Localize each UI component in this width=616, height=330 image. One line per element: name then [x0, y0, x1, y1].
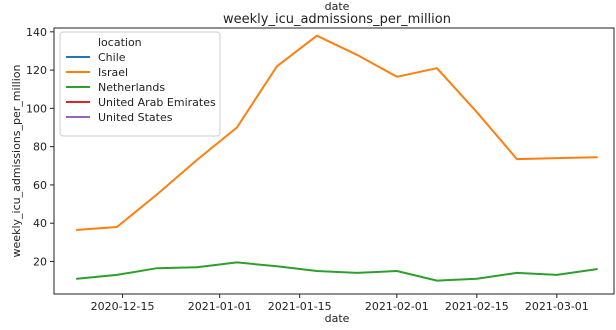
- y-tick-label: 80: [33, 141, 47, 154]
- legend-box: [59, 31, 221, 137]
- series-line-netherlands: [75, 261, 598, 282]
- legend-label: United States: [98, 111, 173, 124]
- y-tick-label: 100: [26, 102, 47, 115]
- legend-item-united-states: United States: [66, 111, 173, 124]
- legend: location Chile Israel Netherlands United Ar…: [59, 31, 221, 137]
- y-tick-label: 40: [33, 217, 47, 230]
- y-tick-label: 120: [26, 64, 47, 77]
- x-tick-label: 2020-12-15: [91, 300, 155, 313]
- legend-item-israel: Israel: [66, 66, 128, 79]
- legend-item-united-arab-emirates: United Arab Emirates: [66, 96, 216, 109]
- legend-item-netherlands: Netherlands: [66, 81, 165, 94]
- y-axis: 20 40 60 80 100 120 140: [26, 26, 54, 268]
- chart-title: weekly_icu_admissions_per_million: [223, 12, 451, 27]
- legend-title: location: [98, 36, 142, 49]
- y-tick-label: 20: [33, 255, 47, 268]
- x-axis: 2020-12-15 2021-01-01 2021-01-15 2021-02-01…: [91, 294, 589, 313]
- series-lines: [75, 34, 598, 282]
- y-tick-label: 60: [33, 179, 47, 192]
- legend-label: Israel: [98, 66, 128, 79]
- x-tick-label: 2021-02-15: [445, 300, 509, 313]
- series-line-israel: [75, 34, 598, 231]
- y-axis-label: weekly_icu_admissions_per_million: [10, 65, 23, 258]
- x-axis-label: date: [325, 312, 350, 325]
- legend-label: Chile: [98, 51, 126, 64]
- legend-item-chile: Chile: [66, 51, 126, 64]
- legend-label: United Arab Emirates: [98, 96, 216, 109]
- x-tick-label: 2021-02-01: [365, 300, 429, 313]
- x-tick-label: 2021-03-01: [525, 300, 589, 313]
- x-tick-label: 2021-01-01: [188, 300, 252, 313]
- x-tick-label: 2021-01-15: [268, 300, 332, 313]
- legend-label: Netherlands: [98, 81, 165, 94]
- chart-header-label: date: [325, 0, 350, 13]
- y-tick-label: 140: [26, 26, 47, 39]
